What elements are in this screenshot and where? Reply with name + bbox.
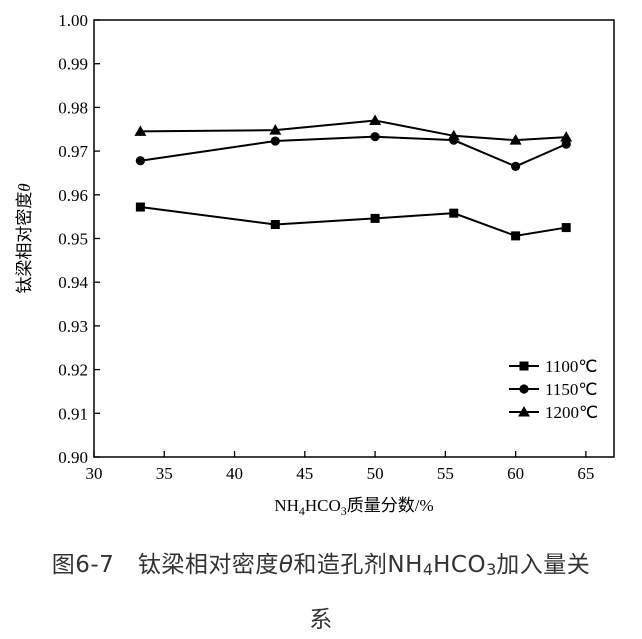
legend-label: 1200℃ bbox=[545, 403, 598, 422]
y-tick-label: 0.91 bbox=[58, 404, 88, 423]
y-tick-label: 0.97 bbox=[58, 142, 88, 161]
y-tick-label: 0.94 bbox=[58, 273, 88, 292]
x-tick-label: 55 bbox=[437, 464, 454, 483]
data-point bbox=[511, 231, 521, 241]
caption-sub-4: 4 bbox=[422, 560, 434, 579]
data-point bbox=[370, 132, 380, 142]
y-tick-label: 0.99 bbox=[58, 55, 88, 74]
series-line bbox=[140, 206, 567, 237]
legend-label: 1100℃ bbox=[545, 357, 597, 376]
x-axis-label: NH4HCO3质量分数/% bbox=[274, 496, 433, 518]
x-tick-label: 45 bbox=[296, 464, 313, 483]
data-point bbox=[269, 124, 282, 135]
legend-entry: 1150℃ bbox=[509, 380, 597, 399]
y-tick-label: 0.98 bbox=[58, 98, 88, 117]
caption-sub-3: 3 bbox=[486, 560, 497, 579]
plot-frame bbox=[93, 19, 615, 458]
x-axis-label-part: NH bbox=[274, 496, 299, 515]
legend-marker bbox=[519, 384, 529, 394]
y-tick-label: 0.96 bbox=[58, 186, 88, 205]
y-axis-label-part: θ bbox=[15, 183, 34, 191]
legend-label: 1150℃ bbox=[545, 380, 597, 399]
x-tick-label: 35 bbox=[156, 464, 173, 483]
x-tick-label: 65 bbox=[577, 464, 594, 483]
x-axis-label-part: HCO bbox=[305, 496, 341, 515]
caption-hco: HCO bbox=[433, 552, 487, 578]
data-point bbox=[134, 125, 147, 136]
x-tick-label: 30 bbox=[86, 464, 103, 483]
data-point bbox=[560, 131, 573, 142]
line-chart: 30 35 40 45 50 55 60 65 0.90 0.91 0.92 0.93 0.94 0.95… bbox=[15, 11, 615, 518]
data-point bbox=[369, 114, 382, 126]
figure-caption: 图6-7 钛梁相对密度θ和造孔剂NH4HCO3加入量关 bbox=[0, 545, 642, 579]
x-tick-label: 50 bbox=[367, 464, 384, 483]
y-tick-label: 0.92 bbox=[58, 361, 88, 380]
data-point bbox=[561, 139, 571, 149]
data-point bbox=[447, 129, 460, 141]
data-point bbox=[270, 220, 280, 230]
x-axis-label-part: 3 bbox=[341, 504, 347, 518]
data-point bbox=[511, 161, 521, 171]
y-tick-label: 0.90 bbox=[58, 448, 88, 467]
data-point bbox=[135, 202, 145, 212]
caption-suffix: 加入量关 bbox=[496, 552, 591, 578]
y-tick-label: 0.93 bbox=[58, 317, 88, 336]
caption-prefix: 图6-7 钛梁相对密度 bbox=[51, 552, 279, 578]
x-axis-label-part: 4 bbox=[299, 504, 305, 518]
caption-mid: 和造孔剂NH bbox=[293, 552, 423, 578]
figure-caption-continued: 系 bbox=[309, 607, 333, 633]
x-tick-label: 40 bbox=[226, 464, 243, 483]
legend-marker bbox=[518, 406, 530, 417]
data-point bbox=[370, 213, 380, 223]
data-point bbox=[135, 156, 145, 166]
legend-marker bbox=[519, 361, 529, 371]
series-circle bbox=[135, 132, 571, 171]
data-point bbox=[509, 134, 522, 145]
y-tick-label: 1.00 bbox=[58, 11, 88, 30]
series-square bbox=[135, 202, 571, 241]
y-tick-label: 0.95 bbox=[58, 230, 88, 249]
caption-theta: θ bbox=[278, 552, 294, 578]
series-line bbox=[140, 135, 567, 168]
data-point bbox=[561, 223, 571, 233]
x-tick-label: 60 bbox=[507, 464, 524, 483]
legend-entry: 1100℃ bbox=[509, 357, 597, 376]
x-axis-label-part: 质量分数/% bbox=[347, 496, 434, 515]
series-line bbox=[140, 119, 567, 142]
y-axis-label: 钛梁相对密度θ bbox=[15, 183, 35, 293]
data-point bbox=[449, 208, 459, 218]
data-point bbox=[270, 136, 280, 146]
legend-entry: 1200℃ bbox=[509, 403, 598, 422]
series-triangle bbox=[134, 114, 573, 145]
y-axis-label-part: 钛梁相对密度 bbox=[15, 192, 35, 294]
